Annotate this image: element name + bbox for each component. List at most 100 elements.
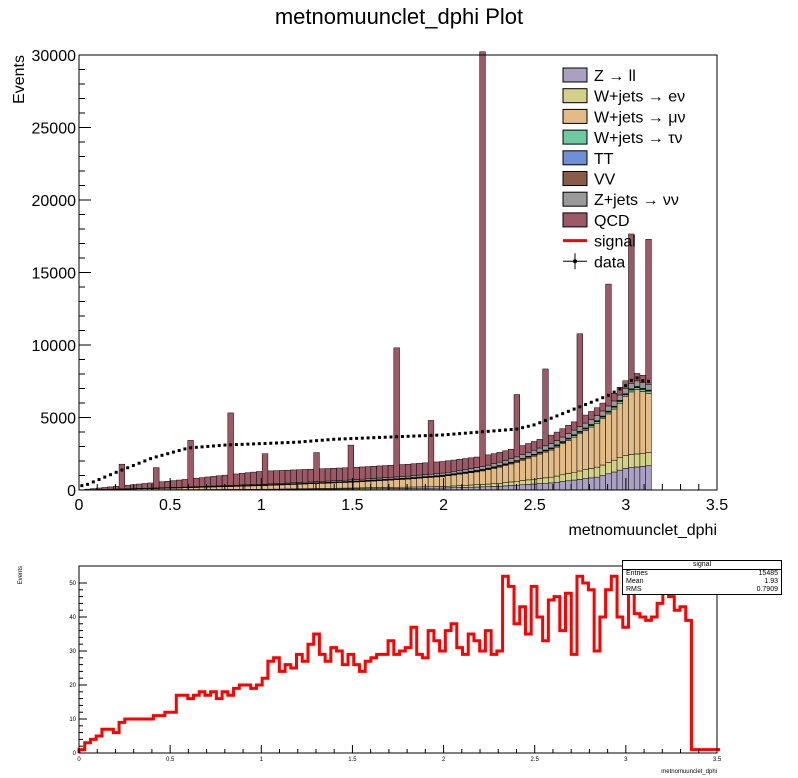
bar-0-85: [565, 480, 572, 491]
bar-0-94: [616, 469, 624, 491]
bar-3-96: [628, 389, 635, 393]
data-point-43: [326, 438, 330, 442]
legend-swatch-4: [562, 150, 588, 166]
stats-entries-row: Entries 15485: [623, 570, 781, 578]
bar-2-30: [250, 485, 257, 490]
x-axis-label: metnomuunclet_dphi: [568, 522, 717, 539]
data-point-6: [114, 470, 118, 474]
bar-6-66: [456, 470, 463, 474]
bar-7-55: [393, 347, 400, 478]
bar-2-69: [473, 471, 480, 485]
bar-7-47: [347, 444, 354, 481]
bar-7-34: [273, 470, 280, 484]
bar-0-98: [639, 466, 646, 491]
bar-7-24: [216, 475, 223, 487]
data-point-80: [538, 421, 542, 425]
bar-3-92: [605, 411, 612, 415]
bar-6-73: [496, 461, 503, 466]
bar-2-75: [508, 463, 515, 483]
data-point-96: [629, 378, 633, 382]
y-axis-label: Events: [11, 55, 28, 104]
signal-plot: 0 0.5 1 1.5 2 2.5 3 3.5 0 10 20 30 40 50 metnomuunclet…: [18, 565, 722, 775]
data-point-62: [435, 433, 439, 437]
bar-7-60: [422, 462, 429, 475]
bar-2-48: [353, 481, 360, 489]
bar-7-56: [399, 464, 406, 477]
bar-6-93: [611, 400, 618, 407]
b-x-tick-label-6: 3: [624, 757, 628, 763]
stats-mean-label: Mean: [626, 578, 644, 585]
b-x-tick-label-2: 1: [260, 757, 264, 763]
b-x-tick-label-0: 0: [77, 757, 81, 763]
bar-7-50: [364, 466, 372, 480]
bar-0-99: [645, 465, 652, 491]
data-point-70: [481, 430, 485, 434]
data-point-55: [395, 435, 399, 439]
legend-label-6: Z+jets → νν: [594, 192, 679, 209]
main-plot: 0 0.5 1 1.5 2 2.5 3 3.5 0 5000 10000 15000 20000 2500…: [11, 48, 728, 539]
data-point-16: [171, 450, 175, 454]
bar-7-22: [204, 476, 211, 487]
bar-1-92: [605, 462, 612, 475]
data-point-36: [286, 441, 290, 445]
bar-6-98: [639, 382, 646, 389]
data-point-26: [229, 443, 233, 447]
bar-1-69: [473, 484, 480, 488]
data-point-3: [97, 478, 101, 482]
bar-6-64: [445, 472, 452, 475]
bar-7-70: [479, 51, 486, 467]
bar-7-27: [233, 473, 240, 486]
legend-swatch-2: [562, 108, 588, 124]
data-point-33: [269, 441, 273, 445]
bar-0-77: [519, 484, 526, 491]
bar-1-68: [467, 484, 475, 488]
legend-marker-9: [573, 259, 577, 264]
bar-7-82: [548, 434, 555, 444]
bar-7-26: [227, 412, 234, 486]
bar-7-58: [410, 463, 417, 476]
bar-7-68: [467, 457, 475, 469]
bar-7-18: [181, 479, 189, 488]
bar-7-2: [90, 488, 97, 490]
bar-0-91: [599, 475, 606, 491]
bar-1-74: [502, 482, 509, 487]
bar-2-24: [216, 486, 223, 490]
bar-2-86: [570, 436, 578, 473]
data-point-46: [343, 437, 347, 441]
data-point-90: [595, 398, 599, 402]
bar-6-87: [576, 426, 583, 432]
bar-2-28: [239, 485, 246, 490]
bar-7-96: [628, 233, 635, 384]
bar-2-64: [445, 475, 452, 487]
data-points: [80, 376, 651, 488]
data-point-15: [166, 452, 170, 456]
bar-2-97: [633, 389, 641, 455]
data-point-56: [400, 435, 404, 439]
bar-2-61: [427, 477, 435, 487]
data-point-12: [149, 457, 153, 461]
bar-2-33: [267, 485, 274, 490]
chart-title: metnomuunclet_dphi Plot: [275, 4, 523, 29]
bar-1-93: [611, 459, 618, 473]
bar-6-95: [622, 388, 629, 394]
bar-1-73: [496, 483, 503, 487]
bar-7-52: [376, 465, 383, 479]
legend-label-0: Z → ll: [594, 68, 636, 85]
bar-3-95: [622, 394, 629, 397]
bar-1-87: [576, 470, 583, 480]
bar-7-99: [645, 239, 652, 385]
data-point-75: [509, 428, 513, 432]
bar-1-67: [462, 485, 469, 488]
bar-1-98: [639, 453, 646, 467]
legend-label-1: W+jets → eν: [594, 89, 685, 106]
bar-1-88: [582, 469, 589, 479]
bar-2-26: [227, 486, 234, 490]
bar-7-30: [250, 471, 257, 485]
data-point-31: [257, 442, 261, 446]
b-y-tick-label-0: 0: [73, 751, 77, 757]
bar-6-78: [525, 452, 532, 457]
bar-0-75: [508, 485, 515, 491]
bar-2-73: [496, 466, 503, 484]
bar-0-96: [628, 467, 635, 491]
bar-2-92: [605, 413, 612, 463]
